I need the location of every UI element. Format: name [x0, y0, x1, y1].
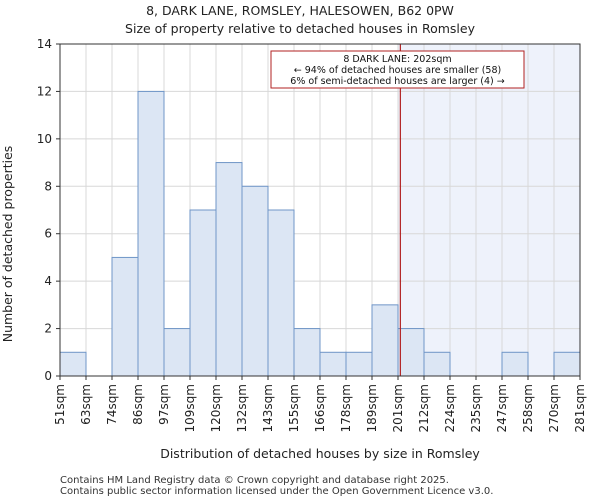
bar-86sqm [137, 90, 165, 377]
annotation-box [270, 50, 525, 89]
x-tick-label-120sqm: 120sqm [209, 384, 223, 432]
x-tick-label-178sqm: 178sqm [339, 384, 353, 432]
x-tick-label-143sqm: 143sqm [261, 384, 275, 432]
x-tick-label-189sqm: 189sqm [365, 384, 379, 432]
x-tick-label-166sqm: 166sqm [313, 384, 327, 432]
bar-155sqm [293, 328, 321, 377]
x-tick-label-201sqm: 201sqm [391, 384, 405, 432]
bar-132sqm [241, 185, 269, 377]
annotation-line-3: 6% of semi-detached houses are larger (4… [290, 76, 504, 87]
bar-166sqm [319, 351, 347, 377]
x-tick-label-155sqm: 155sqm [287, 384, 301, 432]
x-tick-label-97sqm: 97sqm [157, 384, 171, 425]
bar-51sqm [59, 351, 87, 377]
bar-120sqm [215, 162, 243, 377]
x-tick-label-281sqm: 281sqm [573, 384, 587, 432]
x-tick-label-51sqm: 51sqm [53, 384, 67, 425]
bar-143sqm [267, 209, 295, 377]
bar-178sqm [345, 351, 373, 377]
highlight-region [398, 44, 580, 376]
x-tick-label-235sqm: 235sqm [469, 384, 483, 432]
bar-270sqm [553, 351, 581, 377]
x-tick-label-270sqm: 270sqm [547, 384, 561, 432]
chart-title: 8, DARK LANE, ROMSLEY, HALESOWEN, B62 0P… [146, 3, 454, 18]
x-axis-label: Distribution of detached houses by size … [160, 446, 480, 461]
bar-247sqm [501, 351, 529, 377]
footer-line-1: Contains HM Land Registry data © Crown c… [60, 475, 449, 486]
plot-area: 0 2 4 6 8 10 12 14 51sqm 63sqm 74sqm 86sqm 97sqm 109s… [37, 37, 587, 432]
y-tick-label-14: 14 [37, 37, 52, 51]
bar-97sqm [163, 328, 191, 377]
bar-212sqm [423, 351, 451, 377]
x-tick-label-258sqm: 258sqm [521, 384, 535, 432]
y-tick-label-0: 0 [44, 369, 52, 383]
y-tick-label-2: 2 [44, 322, 52, 336]
annotation-line-1: 8 DARK LANE: 202sqm [343, 54, 451, 65]
x-tick-label-63sqm: 63sqm [79, 384, 93, 425]
y-tick-label-8: 8 [44, 179, 52, 193]
bar-74sqm [111, 256, 139, 377]
x-tick-label-224sqm: 224sqm [443, 384, 457, 432]
bar-109sqm [189, 209, 217, 377]
x-tick-label-132sqm: 132sqm [235, 384, 249, 432]
x-tick-label-247sqm: 247sqm [495, 384, 509, 432]
x-tick-label-109sqm: 109sqm [183, 384, 197, 432]
y-axis-label: Number of detached properties [0, 146, 15, 343]
chart-subtitle: Size of property relative to detached ho… [125, 21, 476, 36]
y-tick-label-10: 10 [37, 132, 52, 146]
y-tick-label-4: 4 [44, 274, 52, 288]
x-tick-label-212sqm: 212sqm [417, 384, 431, 432]
bar-201sqm [397, 328, 425, 377]
x-tick-label-86sqm: 86sqm [131, 384, 145, 425]
y-tick-label-6: 6 [44, 227, 52, 241]
annotation-line-2: ← 94% of detached houses are smaller (58… [294, 65, 501, 76]
bar-189sqm [371, 304, 399, 377]
x-tick-label-74sqm: 74sqm [105, 384, 119, 425]
footer-line-2: Contains public sector information licen… [60, 486, 493, 497]
y-tick-label-12: 12 [37, 84, 52, 98]
